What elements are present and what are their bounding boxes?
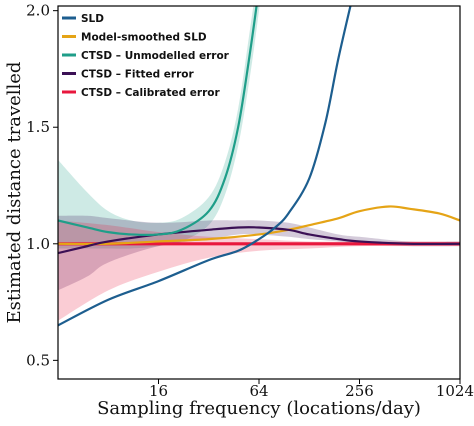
y-tick-label: 1.5 [26, 118, 50, 136]
x-tick-label: 64 [249, 382, 268, 400]
legend-label: CTSD – Unmodelled error [81, 50, 230, 62]
legend: SLD Model-smoothed SLD CTSD – Unmodelled e… [62, 13, 230, 99]
legend-label: Model-smoothed SLD [81, 32, 207, 44]
x-tick-label: 256 [345, 382, 374, 400]
x-tick-label: 1024 [436, 382, 474, 400]
series-3-line [58, 226, 460, 255]
y-tick-label: 0.5 [26, 351, 50, 369]
x-tick-label: 16 [149, 382, 168, 400]
y-axis-title: Estimated distance travelled [4, 62, 25, 324]
legend-label: CTSD – Fitted error [81, 69, 195, 81]
legend-label: CTSD – Calibrated error [81, 87, 220, 99]
series-2-line [58, 6, 258, 237]
series-4-band [58, 220, 460, 321]
y-tick-label: 2.0 [26, 2, 50, 20]
y-tick-label: 1.0 [26, 235, 50, 253]
series-0-line [58, 6, 352, 327]
x-axis-title: Sampling frequency (locations/day) [97, 398, 421, 419]
series-1-line [58, 205, 460, 246]
legend-label: SLD [81, 13, 104, 25]
